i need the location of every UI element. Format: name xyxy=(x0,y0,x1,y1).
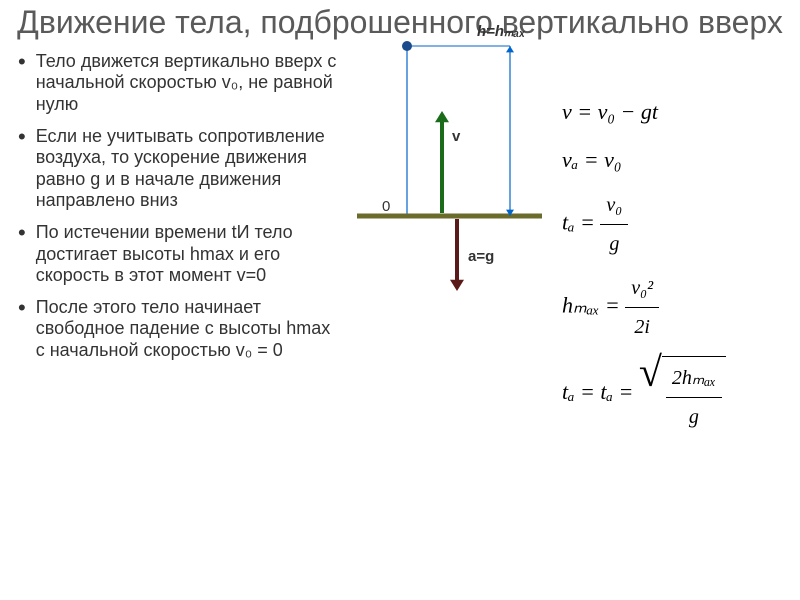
content-row: • Тело движется вертикально вверх с нача… xyxy=(0,41,800,443)
bullet-text: По истечении времени tИ тело достигает в… xyxy=(36,222,342,287)
bullet-dot-icon: • xyxy=(18,222,26,244)
bullet-text: Если не учитывать сопротивление воздуха,… xyxy=(36,126,342,212)
bullet-dot-icon: • xyxy=(18,51,26,73)
svg-text:0: 0 xyxy=(382,198,390,215)
bullet-item: • По истечении времени tИ тело достигает… xyxy=(12,222,342,287)
formulas-panel: v = v₀ − gt vₐ = v₀ tₐ = v₀g hₘₐₓ = v₀²2… xyxy=(552,41,788,443)
bullet-item: • После этого тело начинает свободное па… xyxy=(12,297,342,362)
svg-text:h=hₘₐₓ: h=hₘₐₓ xyxy=(477,23,525,40)
equation-total-time: tₐ = tₐ = √ 2hₘₐₓg xyxy=(562,352,788,436)
equation-velocity: v = v₀ − gt xyxy=(562,91,788,133)
bullet-text: Тело движется вертикально вверх с началь… xyxy=(36,51,342,116)
diagram-panel: 0va=gh=hₘₐₓ xyxy=(342,41,552,443)
slide-title: Движение тела, подброшенного вертикально… xyxy=(0,0,800,41)
equation-hmax: hₘₐₓ = v₀²2i xyxy=(562,269,788,346)
bullet-text: После этого тело начинает свободное паде… xyxy=(36,297,342,362)
equation-time: tₐ = v₀g xyxy=(562,186,788,263)
bullet-dot-icon: • xyxy=(18,126,26,148)
bullet-dot-icon: • xyxy=(18,297,26,319)
bullet-item: • Тело движется вертикально вверх с нача… xyxy=(12,51,342,116)
bullet-item: • Если не учитывать сопротивление воздух… xyxy=(12,126,342,212)
equation-vmax: vₐ = v₀ xyxy=(562,139,788,181)
physics-diagram: 0va=gh=hₘₐₓ xyxy=(342,41,552,381)
bullets-panel: • Тело движется вертикально вверх с нача… xyxy=(12,41,342,443)
svg-text:v: v xyxy=(452,128,461,145)
svg-text:a=g: a=g xyxy=(468,248,494,265)
